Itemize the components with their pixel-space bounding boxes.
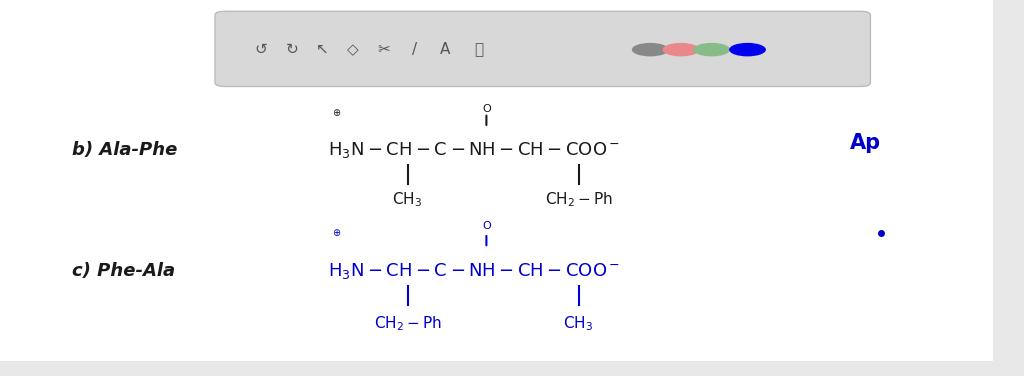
Text: b) Ala-Phe: b) Ala-Phe: [72, 141, 177, 159]
Text: 🖼: 🖼: [475, 42, 483, 57]
Text: ⊕: ⊕: [332, 108, 340, 118]
FancyBboxPatch shape: [993, 0, 1024, 361]
FancyBboxPatch shape: [215, 11, 870, 86]
Text: O: O: [482, 221, 490, 230]
Text: A: A: [440, 42, 451, 57]
Text: ⊕: ⊕: [332, 228, 340, 238]
Text: /: /: [412, 42, 418, 57]
Circle shape: [693, 43, 730, 56]
Text: ↖: ↖: [316, 42, 329, 57]
Text: $\mathregular{CH_3}$: $\mathregular{CH_3}$: [563, 314, 594, 333]
Text: ↺: ↺: [255, 42, 267, 57]
Text: c) Phe-Ala: c) Phe-Ala: [72, 262, 175, 280]
Text: $\mathregular{CH_2-Ph}$: $\mathregular{CH_2-Ph}$: [374, 314, 441, 333]
FancyBboxPatch shape: [0, 361, 1024, 376]
Text: $\mathregular{H_3N-CH-C-NH-CH-COO^-}$: $\mathregular{H_3N-CH-C-NH-CH-COO^-}$: [328, 140, 620, 161]
Text: $\mathregular{CH_2-Ph}$: $\mathregular{CH_2-Ph}$: [545, 190, 612, 209]
Text: ✂: ✂: [378, 42, 390, 57]
Circle shape: [663, 43, 699, 56]
Text: $\mathregular{H_3N-CH-C-NH-CH-COO^-}$: $\mathregular{H_3N-CH-C-NH-CH-COO^-}$: [328, 261, 620, 281]
Text: ↻: ↻: [286, 42, 298, 57]
Text: $\mathregular{CH_3}$: $\mathregular{CH_3}$: [392, 190, 423, 209]
Text: O: O: [482, 104, 490, 114]
Text: Ap: Ap: [850, 133, 881, 153]
Circle shape: [729, 43, 766, 56]
Circle shape: [632, 43, 669, 56]
Text: ◇: ◇: [347, 42, 359, 57]
